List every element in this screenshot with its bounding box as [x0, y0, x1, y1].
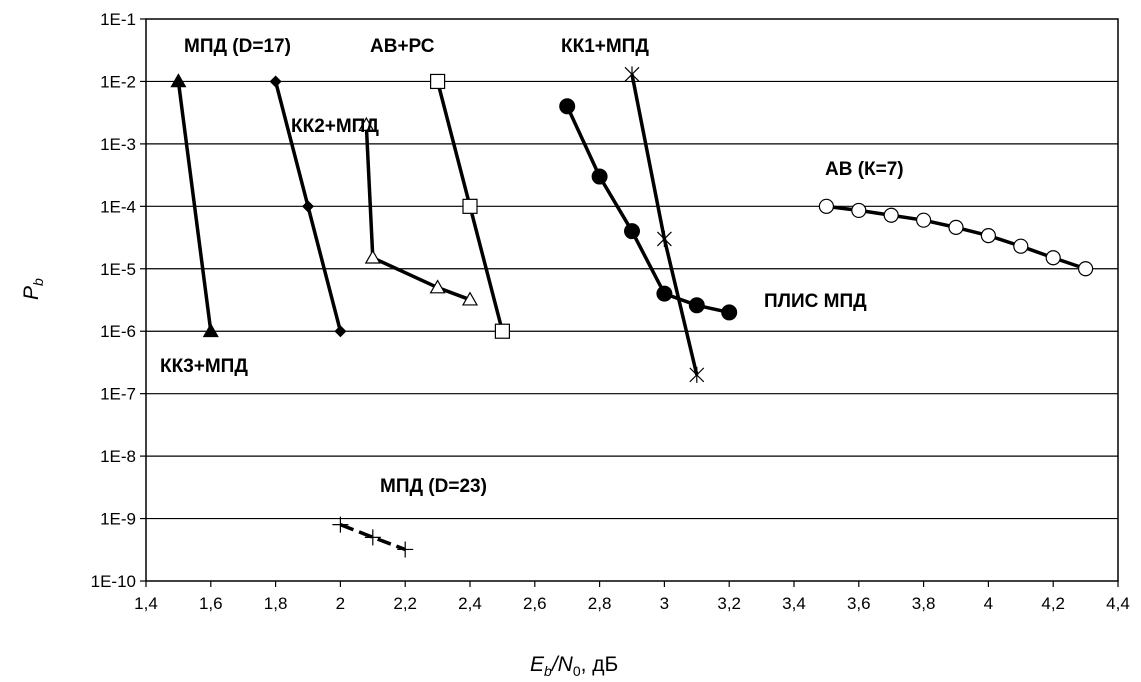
x-tick-label: 2,6	[523, 594, 547, 613]
x-tick-label: 4	[984, 594, 993, 613]
x-tick-label: 3	[660, 594, 669, 613]
y-tick-label: 1E-1	[100, 10, 136, 29]
label-mpd-d17: МПД (D=17)	[184, 36, 291, 57]
label-kk3-mpd: КК3+МПД	[160, 356, 248, 377]
x-tick-label: 3,2	[717, 594, 741, 613]
data-point	[818, 198, 835, 214]
y-tick-label: 1E-10	[91, 572, 136, 591]
data-point	[948, 219, 964, 235]
series-line	[176, 81, 213, 332]
series-2	[358, 116, 479, 306]
y-tick-label: 1E-5	[100, 260, 136, 279]
series-line	[339, 522, 406, 552]
data-point	[851, 202, 867, 219]
data-point	[980, 227, 997, 244]
x-tick-label: 1,4	[134, 594, 158, 613]
data-point	[358, 116, 375, 131]
series-1	[269, 75, 347, 338]
data-point	[397, 541, 414, 558]
data-point	[494, 323, 510, 339]
series-4	[559, 98, 738, 321]
x-tick-labels: 1,4 1,6 1,8 2 2,2 2,4 2,6 2,8 3 3,2 3,4 3,6 3,8 4 4,2 4…	[134, 594, 1130, 613]
data-point	[462, 198, 478, 214]
y-tick-labels: 1E-10 1E-9 1E-8 1E-7 1E-6 1E-5 1E-4 1E-3 1E-2 1E-…	[91, 10, 136, 591]
data-point	[202, 323, 219, 338]
y-tick-label: 1E-8	[100, 447, 136, 466]
y-tick-label: 1E-7	[100, 385, 136, 404]
data-point	[721, 304, 738, 321]
label-kk1-mpd: КК1+МПД	[561, 36, 649, 57]
x-tick-label: 2,2	[393, 594, 417, 613]
x-tick-label: 4,2	[1041, 594, 1065, 613]
x-axis-title: Eb/N0, дБ	[530, 653, 618, 679]
data-point	[430, 73, 446, 90]
label-kk2-mpd: КК2+МПД	[291, 116, 379, 137]
data-point	[656, 230, 672, 247]
data-point	[461, 291, 479, 306]
y-axis-title: Pb	[20, 278, 46, 300]
x-tick-label: 1,6	[199, 594, 223, 613]
data-point	[302, 200, 314, 213]
data-point	[624, 66, 640, 83]
data-point	[656, 285, 673, 302]
data-point	[624, 223, 640, 240]
label-av-k7: АВ (К=7)	[825, 159, 904, 180]
data-point	[170, 73, 187, 88]
series-6	[818, 198, 1094, 277]
y-tick-label: 1E-2	[100, 72, 136, 91]
x-tick-label: 2,8	[588, 594, 612, 613]
data-point	[429, 279, 446, 294]
series-5	[624, 66, 705, 383]
series-0	[170, 73, 219, 338]
data-point	[334, 325, 347, 338]
series-3	[430, 73, 510, 339]
data-point	[1013, 238, 1029, 254]
data-point	[591, 168, 608, 185]
y-tick-label: 1E-3	[100, 135, 136, 154]
x-tick-label: 3,8	[912, 594, 936, 613]
series-line	[364, 125, 471, 302]
series-layer	[170, 66, 1094, 558]
series-7	[332, 516, 414, 558]
y-tick-label: 1E-6	[100, 322, 136, 341]
data-point	[332, 516, 349, 533]
data-point	[559, 98, 576, 115]
x-tick-label: 1,8	[264, 594, 288, 613]
axes	[145, 18, 1119, 582]
data-point	[1045, 250, 1061, 266]
x-tick-label: 3,6	[847, 594, 871, 613]
x-tick-label: 3,4	[782, 594, 806, 613]
x-tick-label: 4,4	[1106, 594, 1130, 613]
data-point	[364, 249, 381, 264]
label-mpd-d23: МПД (D=23)	[380, 476, 487, 497]
series-line	[565, 105, 730, 315]
data-point	[915, 212, 932, 228]
data-point	[364, 529, 381, 546]
grid-lines	[140, 18, 1119, 587]
data-point	[269, 75, 282, 88]
plot-area	[145, 18, 1119, 582]
data-point	[883, 207, 899, 223]
label-plis-mpd: ПЛИС МПД	[764, 291, 867, 312]
x-tick-label: 2,4	[458, 594, 482, 613]
label-av-rs: АВ+РС	[370, 36, 435, 57]
y-tick-label: 1E-4	[100, 197, 136, 216]
data-point	[1077, 261, 1094, 277]
x-tick-label: 2	[336, 594, 345, 613]
data-point	[689, 366, 705, 383]
y-tick-label: 1E-9	[100, 510, 136, 529]
data-point	[688, 297, 705, 314]
series-line	[630, 73, 699, 376]
